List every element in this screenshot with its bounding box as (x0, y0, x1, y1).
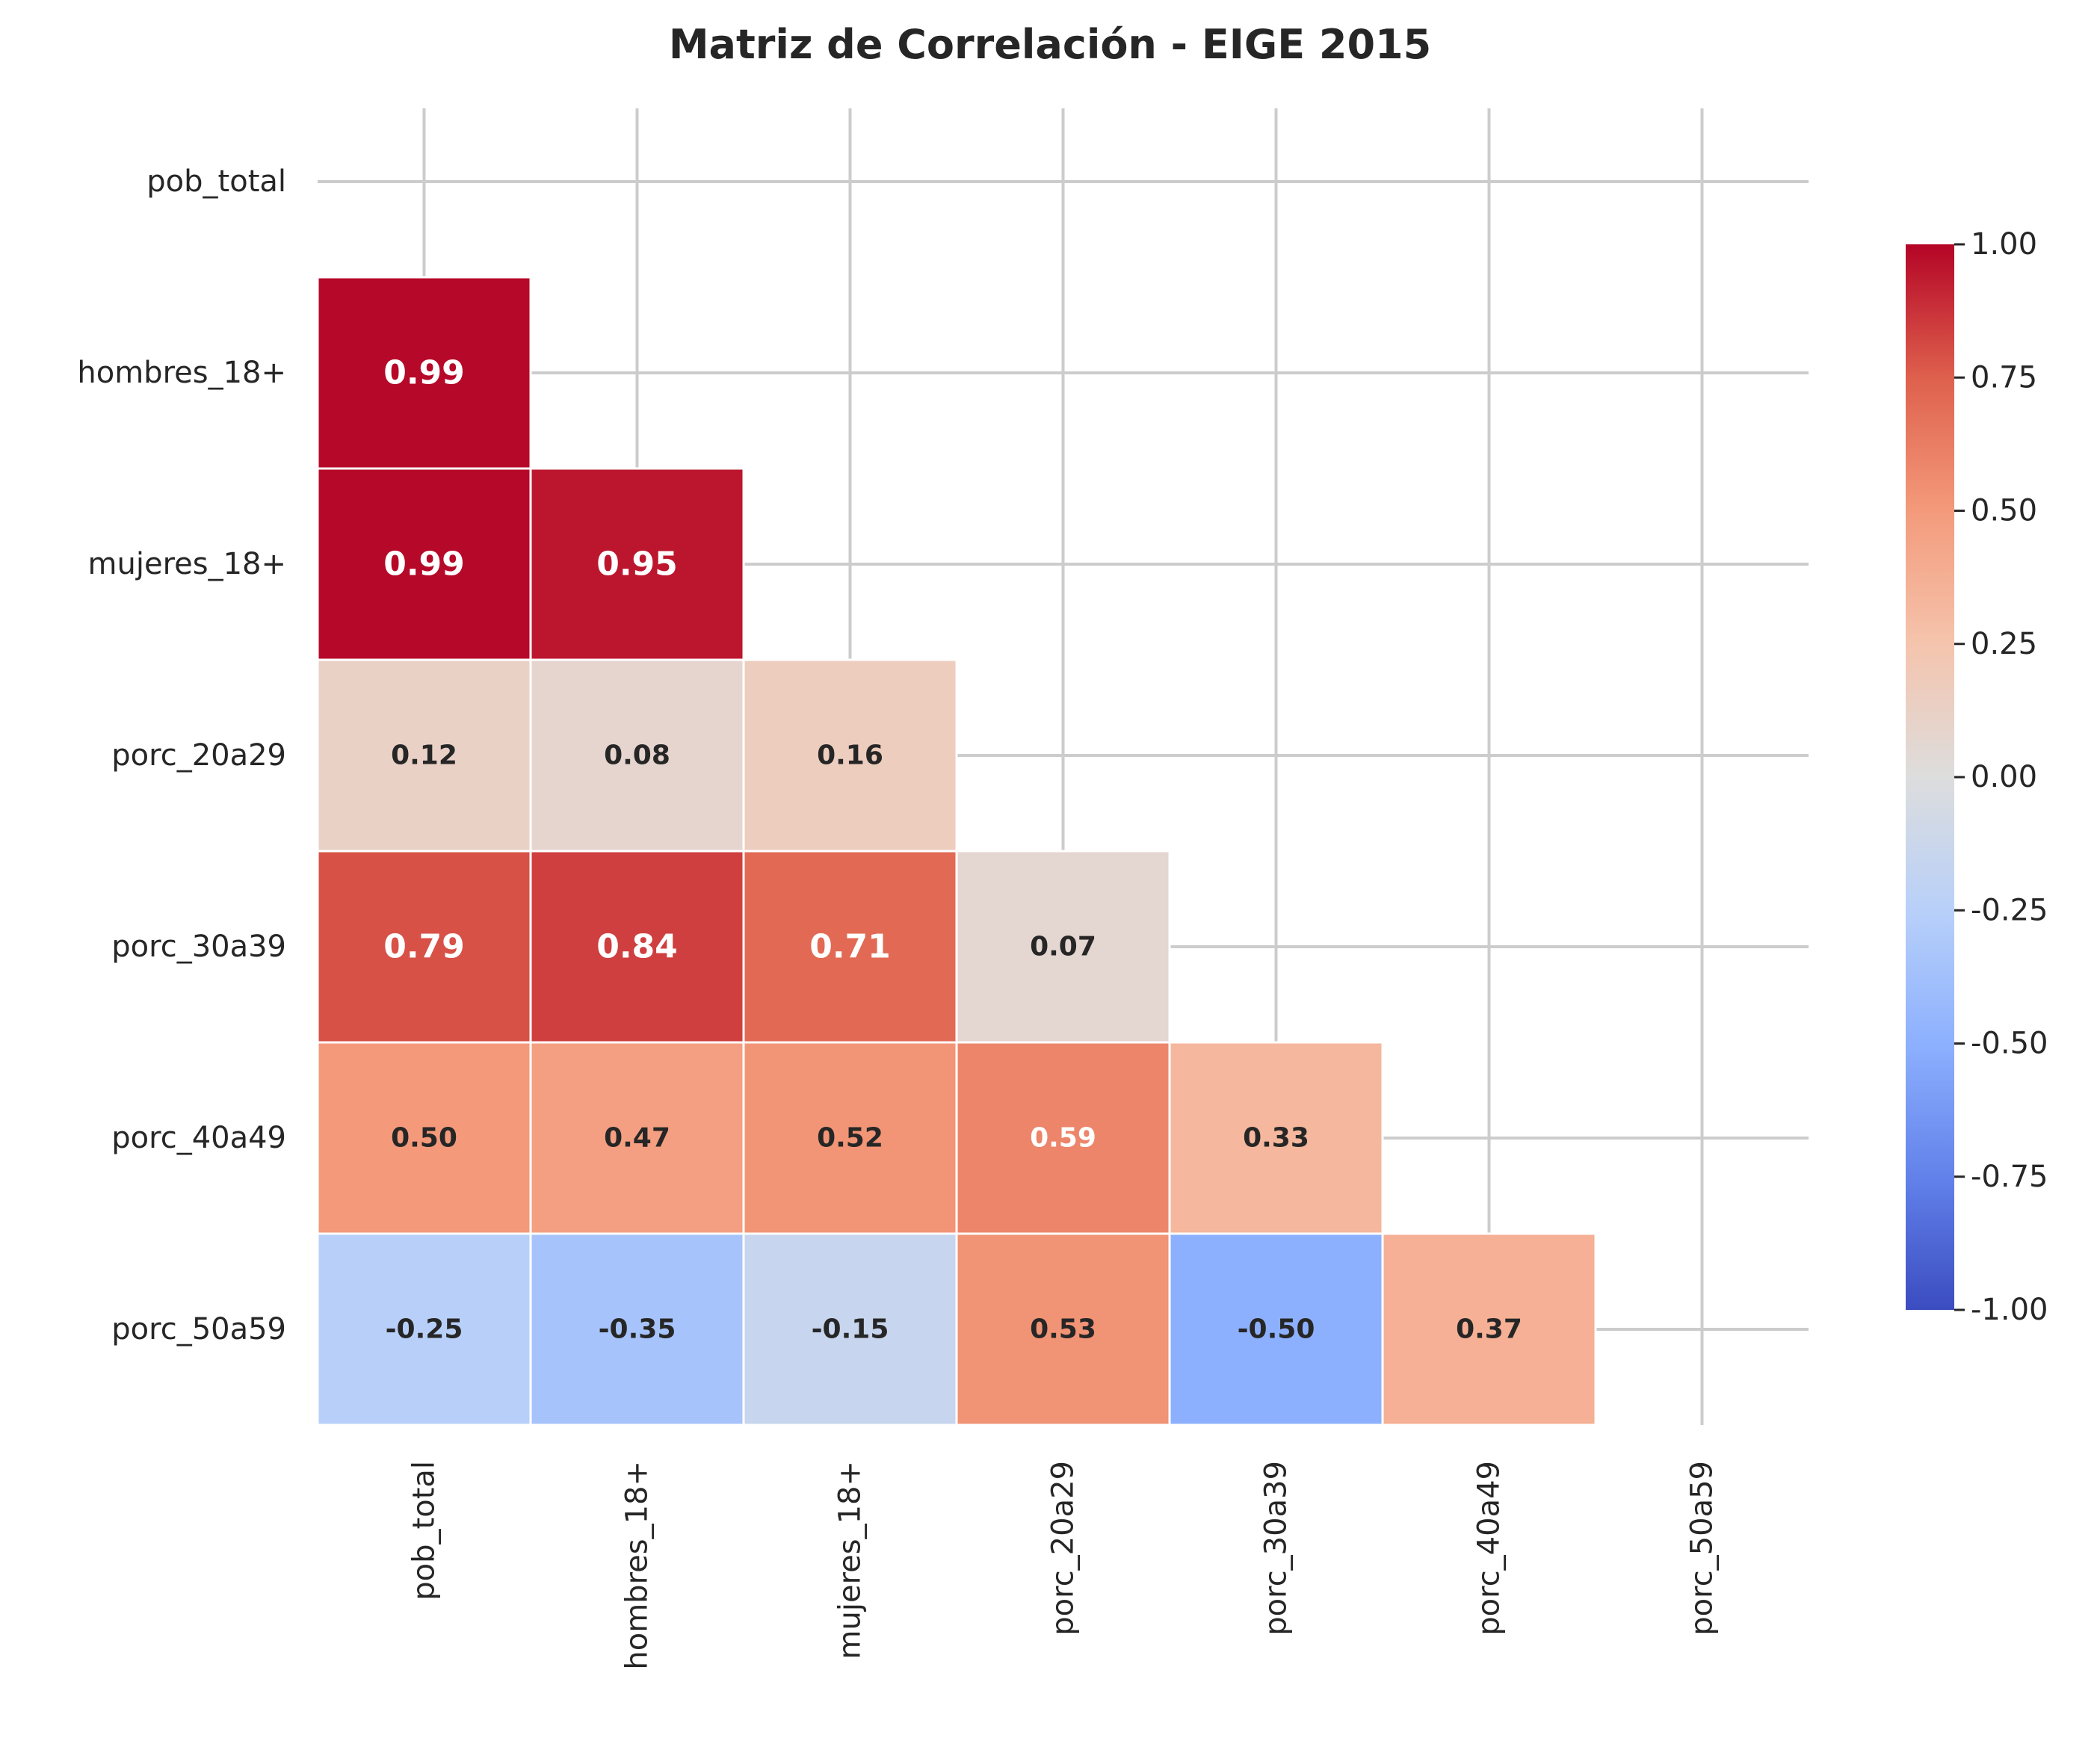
cell-value-label: 0.99 (383, 354, 465, 392)
colorbar-tick-label: -0.50 (1971, 1027, 2048, 1061)
y-tick-label: porc_50a59 (111, 1312, 286, 1347)
x-tick-label: porc_50a59 (1685, 1461, 1720, 1636)
cell-value-label: 0.52 (817, 1123, 883, 1154)
x-tick-label: porc_30a39 (1259, 1461, 1294, 1636)
cell-value-label: 0.08 (604, 741, 670, 771)
heatmap-cell (529, 1041, 745, 1235)
colorbar-tick-label: -0.25 (1971, 893, 2048, 927)
heatmap-cell (955, 850, 1171, 1044)
cell-value-label: 0.50 (391, 1123, 457, 1154)
y-tick-label: mujeres_18+ (88, 547, 286, 581)
cell-value-label: 0.47 (604, 1123, 670, 1154)
heatmap-cell (742, 658, 958, 853)
heatmap-cell (742, 1232, 958, 1426)
colorbar-tick-label: 0.50 (1971, 494, 2037, 528)
y-tick-label: hombres_18+ (77, 356, 286, 390)
cell-value-label: 0.07 (1030, 932, 1096, 962)
heatmap-cell (529, 467, 745, 661)
cell-value-label: -0.25 (386, 1314, 463, 1345)
y-tick-label: porc_30a39 (111, 930, 286, 964)
y-tick-label: porc_40a49 (111, 1121, 286, 1155)
colorbar-tick-label: -0.75 (1971, 1160, 2048, 1194)
cell-value-label: 0.84 (596, 928, 678, 966)
y-tick-label: porc_20a29 (111, 738, 286, 773)
colorbar-tick-label: 1.00 (1971, 227, 2037, 262)
heatmap-cell (742, 850, 958, 1044)
heatmap-cell (316, 1232, 532, 1426)
x-tick-label: porc_20a29 (1046, 1461, 1081, 1636)
cell-value-label: 0.71 (809, 928, 891, 966)
cell-value-label: 0.59 (1030, 1123, 1096, 1154)
cell-value-label: -0.50 (1238, 1314, 1315, 1345)
x-tick-labels: pob_total hombres_18+ mujeres_18+ porc_20a2… (407, 1461, 1720, 1670)
x-tick-label: pob_total (407, 1461, 442, 1601)
colorbar: 1.00 0.75 0.50 0.25 0.00 -0.25 -0.50 -0.75 -1.00 (1906, 227, 2048, 1327)
heatmap-cell (316, 276, 532, 470)
heatmap-cell (1168, 1041, 1384, 1235)
colorbar-tick-label: 0.25 (1971, 627, 2037, 661)
colorbar-bar (1906, 244, 1954, 1310)
heatmap-cell (1381, 1232, 1597, 1426)
heatmap-cell (1168, 1232, 1384, 1426)
colorbar-tick-label: 0.00 (1971, 760, 2037, 794)
cell-value-label: -0.35 (599, 1314, 676, 1345)
cell-value-label: 0.12 (391, 741, 457, 771)
colorbar-tick-label: 0.75 (1971, 360, 2037, 395)
x-tick-label: porc_40a49 (1472, 1461, 1507, 1636)
y-tick-labels: pob_total hombres_18+ mujeres_18+ porc_20a2… (77, 164, 286, 1347)
cell-value-label: 0.53 (1030, 1314, 1096, 1345)
x-tick-label: mujeres_18+ (833, 1461, 868, 1659)
cell-value-label: 0.16 (817, 741, 883, 771)
x-tick-label: hombres_18+ (620, 1461, 655, 1670)
heatmap-cell (316, 850, 532, 1044)
heatmap-cells: 0.99 0.99 0.95 0.12 0.08 0.16 0.79 0.84 0.71 0.07… (316, 276, 1597, 1426)
heatmap-cell (529, 658, 745, 853)
heatmap-cell (529, 1232, 745, 1426)
heatmap-cell (529, 850, 745, 1044)
chart-title: Matriz de Correlación - EIGE 2015 (669, 21, 1431, 68)
cell-value-label: 0.37 (1456, 1314, 1522, 1345)
cell-value-label: 0.33 (1243, 1123, 1309, 1154)
cell-value-label: 0.95 (596, 545, 678, 584)
cell-value-label: -0.15 (812, 1314, 889, 1345)
y-tick-label: pob_total (146, 164, 286, 199)
cell-value-label: 0.99 (383, 545, 465, 584)
cell-value-label: 0.79 (383, 928, 465, 966)
colorbar-tick-label: -1.00 (1971, 1293, 2048, 1327)
heatmap-cell (955, 1232, 1171, 1426)
heatmap-cell (316, 1041, 532, 1235)
